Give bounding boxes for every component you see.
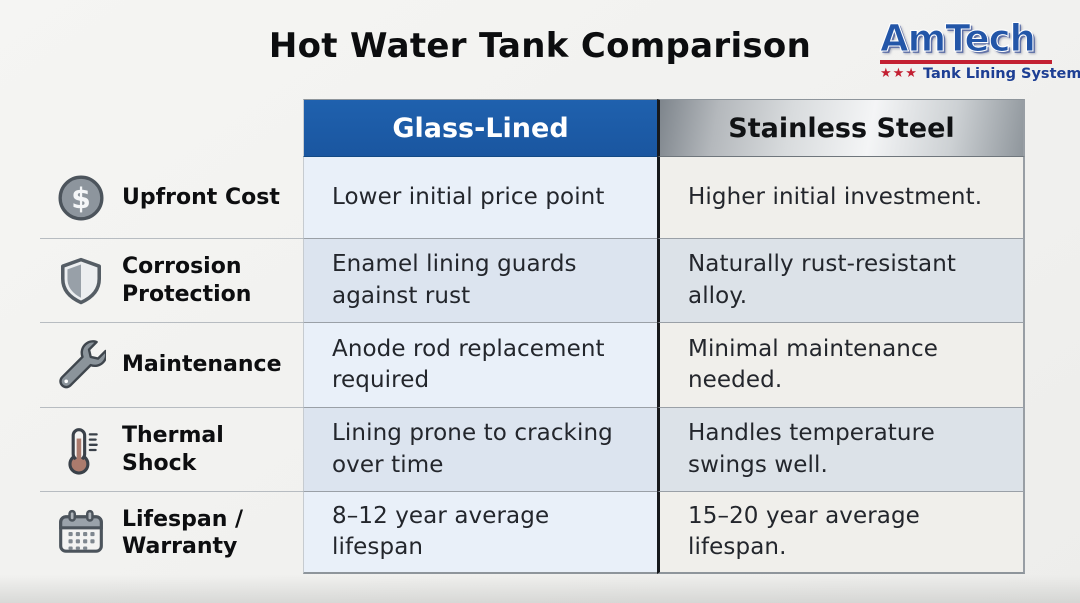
row-label-lifespan-warranty: Lifespan / Warranty (40, 492, 303, 574)
cell-text: Handles temperature swings well. (688, 420, 935, 478)
column-header-glass-lined: Glass-Lined (303, 99, 657, 157)
row-label-corrosion-protection: Corrosion Protection (40, 239, 303, 323)
cell-glass-corrosion-protection: Enamel lining guards against rust (303, 239, 657, 323)
cell-glass-lifespan-warranty: 8–12 year average lifespan (303, 492, 657, 574)
cell-text: 15–20 year average lifespan. (688, 502, 920, 560)
thermometer-icon (55, 424, 107, 476)
row-label-thermal-shock: Thermal Shock (40, 408, 303, 492)
row-label-text: Corrosion Protection (122, 254, 252, 307)
page-title: Hot Water Tank Comparison (268, 26, 812, 66)
dollar-icon: $ (55, 172, 107, 224)
cell-text: Anode rod replacement required (332, 335, 605, 393)
cell-steel-corrosion-protection: Naturally rust-resistant alloy. (657, 239, 1025, 323)
cell-text: Naturally rust-resistant alloy. (688, 251, 957, 309)
logo-red-rule (880, 60, 1052, 64)
cell-text: Higher initial investment. (688, 183, 983, 210)
row-label-maintenance: Maintenance (40, 323, 303, 408)
logo-stars-icon: ★★★ (880, 66, 918, 81)
row-label-text: Thermal Shock (122, 423, 224, 476)
cell-steel-thermal-shock: Handles temperature swings well. (657, 408, 1025, 492)
wrench-icon (55, 339, 107, 391)
cell-steel-upfront-cost: Higher initial investment. (657, 157, 1025, 239)
cell-glass-upfront-cost: Lower initial price point (303, 157, 657, 239)
cell-text: Lining prone to cracking over time (332, 420, 613, 478)
cell-text: 8–12 year average lifespan (332, 502, 550, 560)
row-label-text: Maintenance (122, 352, 282, 378)
svg-text:$: $ (71, 181, 91, 214)
cell-glass-maintenance: Anode rod replacement required (303, 323, 657, 408)
cell-steel-maintenance: Minimal maintenance needed. (657, 323, 1025, 408)
cell-text: Minimal maintenance needed. (688, 335, 938, 393)
header-spacer (40, 99, 303, 157)
cell-text: Enamel lining guards against rust (332, 251, 577, 309)
bottom-shadow (0, 575, 1080, 603)
logo-wordmark: AmTech (879, 17, 1036, 60)
column-header-stainless-steel: Stainless Steel (657, 99, 1025, 157)
row-label-upfront-cost: $ Upfront Cost (40, 157, 303, 239)
calendar-icon (55, 507, 107, 559)
cell-steel-lifespan-warranty: 15–20 year average lifespan. (657, 492, 1025, 574)
logo-tagline: Tank Lining Systems (922, 65, 1080, 82)
amtech-logo: AmTech ★★★ Tank Lining Systems (879, 17, 1080, 81)
row-label-text: Upfront Cost (122, 184, 280, 210)
cell-glass-thermal-shock: Lining prone to cracking over time (303, 408, 657, 492)
cell-text: Lower initial price point (332, 183, 605, 210)
shield-icon (55, 255, 107, 307)
comparison-table: Glass-Lined Stainless Steel $ Upfront Co… (40, 99, 1025, 574)
row-label-text: Lifespan / Warranty (122, 506, 244, 560)
